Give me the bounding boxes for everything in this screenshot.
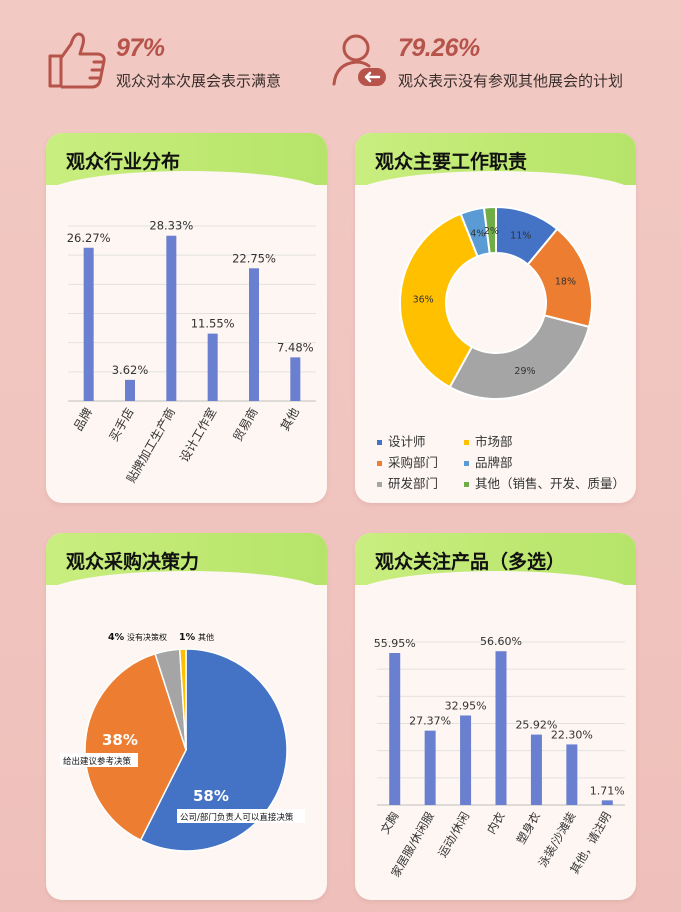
slice-label: 29% <box>514 366 535 377</box>
pie-slice <box>84 652 187 842</box>
bar <box>389 653 401 805</box>
user-return-icon <box>328 30 392 92</box>
stat-value: 79.26% <box>398 34 480 62</box>
stat-no-other-show: 79.26% 观众表示没有参观其他展会的计划 <box>328 28 668 98</box>
industry-bar-chart: 26.27%品牌3.62%买手店28.33%贴牌加工生产商11.55%设计工作室… <box>67 219 316 485</box>
slice-label: 18% <box>555 276 576 287</box>
category-label: 贸易商 <box>230 405 261 444</box>
bar <box>249 268 259 401</box>
category-label: 给出建议参考决策 <box>63 756 132 767</box>
bar <box>83 247 94 401</box>
legend-label: 其他（销售、开发、质量） <box>475 476 626 491</box>
category-label: 没有决策权 <box>127 632 167 642</box>
legend-swatch <box>464 440 469 445</box>
slice-label: 4% <box>470 228 485 239</box>
pie-slice <box>139 648 288 852</box>
slice-label: 58% <box>193 787 229 805</box>
roles-donut-chart: 11% 18% 29% 36% 4%2% <box>399 205 593 400</box>
stat-satisfaction: 97% 观众对本次展会表示满意 <box>46 28 326 98</box>
card-roles: 观众主要工作职责 11% 18% 29% 36% 4% 2% 设计师 市场部采购部门 品牌部研… <box>355 133 636 503</box>
legend-item: 设计师 <box>377 431 426 450</box>
legend-swatch <box>464 461 469 466</box>
legend-label: 采购部门 <box>388 455 439 470</box>
data-label: 22.75% <box>232 251 276 265</box>
chart-title: 观众采购决策力 <box>66 551 200 573</box>
category-label: 买手店 <box>106 406 136 444</box>
legend-label: 品牌部 <box>475 455 513 470</box>
stat-text: 观众对本次展会表示满意 <box>116 72 282 90</box>
slice-label: 4% <box>108 632 125 643</box>
category-label: 文胸 <box>378 810 402 837</box>
data-label: 28.33% <box>149 219 193 233</box>
bar <box>424 730 436 805</box>
slice-label: 38% <box>102 731 138 749</box>
label-box <box>177 809 305 823</box>
bar <box>125 379 135 401</box>
legend-label: 研发部门 <box>388 476 439 491</box>
data-label: 22.30% <box>551 728 593 741</box>
legend-swatch <box>377 440 382 445</box>
category-label: 品牌 <box>71 406 95 434</box>
pie-slice <box>178 648 187 751</box>
legend-item: 采购部门 <box>377 452 438 471</box>
legend-label: 设计师 <box>388 434 426 449</box>
donut-slice <box>399 212 479 389</box>
data-label: 32.95% <box>445 699 487 712</box>
chart-title: 观众主要工作职责 <box>375 151 528 173</box>
legend-item: 其他（销售、开发、质量） <box>464 473 625 492</box>
category-label: 其他 <box>198 632 214 642</box>
bar <box>207 333 218 401</box>
card-decision: 观众采购决策力 58% 公司/部门负责人可以直接决策 38% 给出建议参考决策 4% 没有… <box>46 533 327 900</box>
card-products: 观众关注产品（多选） 55.95% 文胸 27.37% 家居服/休闲服 32.95% 运动… <box>355 533 636 900</box>
data-label: 25.92% <box>515 719 557 732</box>
slice-label: 1% <box>179 632 196 643</box>
category-label: 其他 <box>278 406 302 434</box>
bar <box>495 651 507 805</box>
category-label: 内衣 <box>484 809 508 836</box>
label-box <box>60 753 138 767</box>
donut-slice <box>482 205 497 255</box>
legend-swatch <box>377 482 382 487</box>
category-label: 运动/休闲 <box>435 810 472 860</box>
chart-title: 观众关注产品（多选） <box>375 551 566 573</box>
category-label: 塑身衣 <box>514 809 544 846</box>
legend-label: 市场部 <box>475 434 513 449</box>
donut-slice <box>448 314 591 400</box>
bar <box>290 357 301 401</box>
slice-label: 36% <box>413 294 434 305</box>
data-label: 7.48% <box>277 340 314 354</box>
category-label: 公司/部门负责人可以直接决策 <box>180 812 294 823</box>
legend-item: 品牌部 <box>464 452 513 471</box>
data-label: 55.95% <box>374 637 416 650</box>
data-label: 56.60% <box>480 635 522 648</box>
bar <box>460 715 472 805</box>
products-bar-chart: 55.95%文胸27.37%家居服/休闲服32.95%运动/休闲56.60%内衣… <box>374 635 625 880</box>
category-label: 设计工作室 <box>176 405 219 464</box>
decision-pie-chart: 58% 公司/部门负责人可以直接决策 38% 给出建议参考决策 4% 没有决策权 1% 其他 <box>60 632 305 852</box>
slice-label: 11% <box>510 230 531 241</box>
bar <box>530 734 542 805</box>
thumbs-up-icon <box>46 30 110 92</box>
data-label: 27.37% <box>409 715 451 728</box>
slice-label: 2% <box>484 226 499 237</box>
legend-swatch <box>464 482 469 487</box>
bar <box>166 235 177 401</box>
chart-title: 观众行业分布 <box>66 151 181 173</box>
roles-legend: 设计师 市场部采购部门 品牌部研发部门 其他（销售、开发、质量） <box>377 431 636 491</box>
data-label: 1.71% <box>590 784 625 797</box>
legend-item: 研发部门 <box>377 473 438 492</box>
stat-value: 97% <box>116 34 165 62</box>
legend-item: 市场部 <box>464 431 513 450</box>
legend-swatch <box>377 461 382 466</box>
bar <box>566 744 578 805</box>
bar <box>601 800 613 805</box>
data-label: 26.27% <box>67 231 111 245</box>
card-industry: 观众行业分布 26.27% 品牌 3.62% 买手店 28.33% 贴牌加工生产商 11.5… <box>46 133 327 503</box>
data-label: 3.62% <box>112 363 149 377</box>
stat-text: 观众表示没有参观其他展会的计划 <box>398 72 624 90</box>
data-label: 11.55% <box>191 317 235 331</box>
